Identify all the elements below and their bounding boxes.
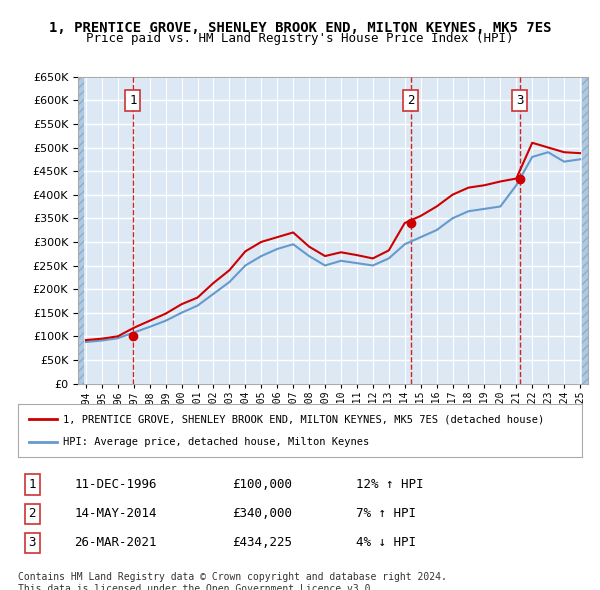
Bar (78, 77, 85, 384)
Text: 11-DEC-1996: 11-DEC-1996 (74, 478, 157, 491)
Text: 7% ↑ HPI: 7% ↑ HPI (356, 507, 416, 520)
Text: 3: 3 (28, 536, 36, 549)
Text: 3: 3 (516, 94, 524, 107)
Text: 2: 2 (407, 94, 415, 107)
Text: 1: 1 (28, 478, 36, 491)
Text: HPI: Average price, detached house, Milton Keynes: HPI: Average price, detached house, Milt… (63, 437, 370, 447)
Text: 1: 1 (129, 94, 137, 107)
Text: £434,225: £434,225 (232, 536, 292, 549)
Text: 2: 2 (28, 507, 36, 520)
Bar (581, 77, 588, 384)
Text: 26-MAR-2021: 26-MAR-2021 (74, 536, 157, 549)
Text: 1, PRENTICE GROVE, SHENLEY BROOK END, MILTON KEYNES, MK5 7ES: 1, PRENTICE GROVE, SHENLEY BROOK END, MI… (49, 21, 551, 35)
Text: £100,000: £100,000 (232, 478, 292, 491)
Text: 12% ↑ HPI: 12% ↑ HPI (356, 478, 424, 491)
Text: Contains HM Land Registry data © Crown copyright and database right 2024.
This d: Contains HM Land Registry data © Crown c… (18, 572, 447, 590)
Text: 14-MAY-2014: 14-MAY-2014 (74, 507, 157, 520)
Text: Price paid vs. HM Land Registry's House Price Index (HPI): Price paid vs. HM Land Registry's House … (86, 32, 514, 45)
Text: £340,000: £340,000 (232, 507, 292, 520)
Text: 1, PRENTICE GROVE, SHENLEY BROOK END, MILTON KEYNES, MK5 7ES (detached house): 1, PRENTICE GROVE, SHENLEY BROOK END, MI… (63, 414, 544, 424)
Text: 4% ↓ HPI: 4% ↓ HPI (356, 536, 416, 549)
